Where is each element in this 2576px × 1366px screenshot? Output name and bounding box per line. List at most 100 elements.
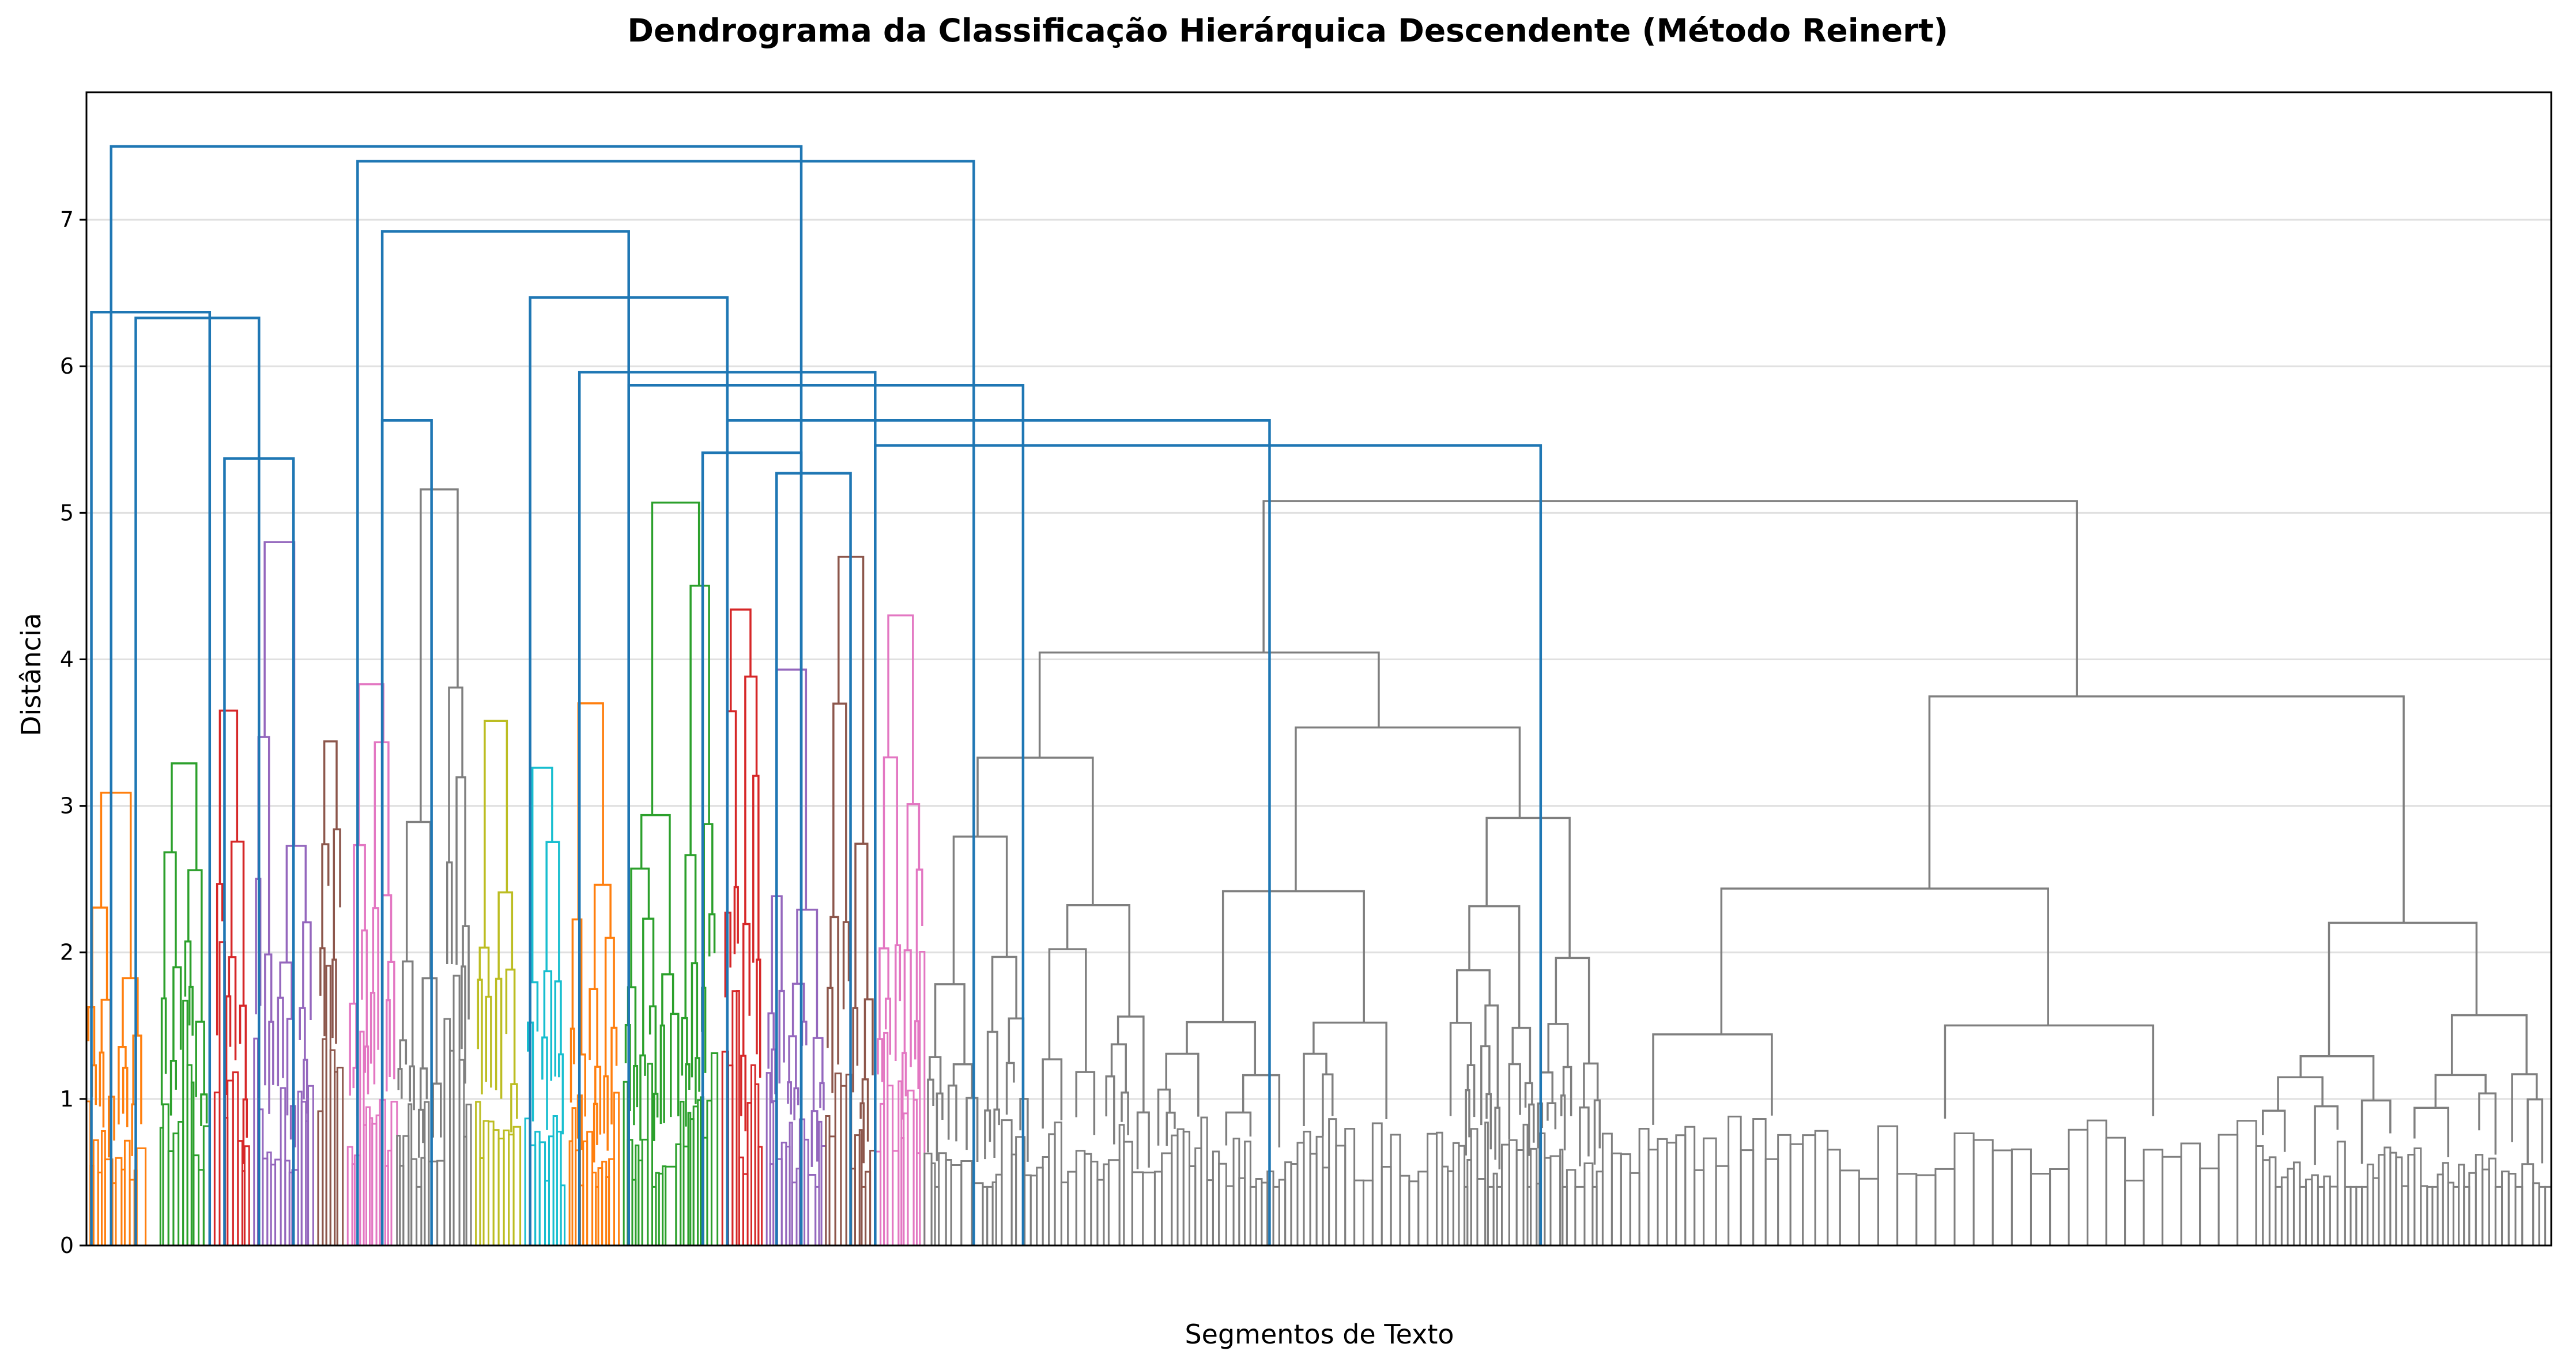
dendrogram-link bbox=[1225, 1111, 1252, 1146]
dendrogram-link bbox=[1468, 905, 1521, 1028]
dendrogram-link bbox=[2514, 1186, 2524, 1245]
dendrogram-link bbox=[1029, 1175, 1038, 1245]
dendrogram-link bbox=[1494, 1107, 1501, 1170]
dendrogram-link bbox=[827, 987, 833, 1093]
dendrogram-link bbox=[1312, 1021, 1387, 1120]
dendrogram-link bbox=[2262, 1109, 2286, 1152]
dendrogram-link bbox=[2262, 1159, 2270, 1245]
dendrogram-link bbox=[1042, 1058, 1063, 1129]
dendrogram-link bbox=[432, 1082, 442, 1138]
dendrogram-link bbox=[610, 1026, 618, 1125]
dendrogram-link bbox=[775, 472, 852, 1245]
dendrogram-link bbox=[630, 867, 650, 988]
dendrogram-link bbox=[560, 1184, 566, 1245]
dendrogram-link bbox=[1466, 1064, 1476, 1117]
dendrogram-link bbox=[336, 1067, 344, 1245]
dendrogram-link bbox=[589, 988, 598, 1067]
dendrogram-link bbox=[321, 843, 330, 949]
dendrogram-link bbox=[740, 1055, 746, 1131]
dendrogram-link bbox=[1295, 726, 1521, 891]
dendrogram-link bbox=[1123, 1141, 1133, 1245]
dendrogram-link bbox=[2532, 1182, 2540, 1245]
dendrogram-link bbox=[243, 1145, 250, 1245]
dendrogram-link bbox=[1694, 1169, 1705, 1245]
dendrogram-link bbox=[1549, 1155, 1562, 1245]
dendrogram-link bbox=[1455, 969, 1491, 1023]
dendrogram-link bbox=[302, 921, 312, 1021]
dendrogram-link bbox=[1362, 1179, 1374, 1245]
dendrogram-link bbox=[902, 1052, 907, 1120]
dendrogram-link bbox=[1752, 1118, 1767, 1245]
dendrogram-link bbox=[1417, 1171, 1429, 1245]
dendrogram-link bbox=[2538, 1186, 2547, 1245]
dendrogram-link bbox=[2488, 1157, 2496, 1245]
dendrogram-link bbox=[1740, 1149, 1755, 1245]
dendrogram-link bbox=[2511, 1073, 2538, 1142]
dendrogram-link bbox=[1953, 1132, 1975, 1245]
dendrogram-link bbox=[701, 451, 803, 1245]
dendrogram-link bbox=[952, 1063, 974, 1098]
dendrogram-link bbox=[2305, 1179, 2313, 1245]
dendrogram-link bbox=[778, 989, 785, 1083]
dendrogram-link bbox=[882, 756, 898, 949]
dendrogram-link bbox=[887, 614, 914, 804]
dendrogram-link bbox=[421, 977, 438, 1084]
dendrogram-link bbox=[99, 1051, 105, 1128]
dendrogram-link bbox=[1225, 1185, 1235, 1245]
dendrogram-link bbox=[465, 1103, 472, 1245]
dendrogram-link bbox=[1934, 1168, 1956, 1245]
dendrogram-link bbox=[960, 1160, 973, 1245]
dendrogram-link bbox=[1839, 1169, 1860, 1245]
dendrogram-link bbox=[874, 444, 1542, 1245]
dendrogram-link bbox=[1206, 1179, 1214, 1245]
dendrogram-link bbox=[1171, 1134, 1179, 1245]
dendrogram-link bbox=[2105, 1137, 2126, 1245]
dendrogram-link bbox=[1188, 1165, 1197, 1245]
dendrogram-link bbox=[1212, 1150, 1220, 1245]
dendrogram-link bbox=[2030, 1172, 2051, 1245]
dendrogram-link bbox=[703, 823, 714, 988]
plot-frame bbox=[85, 91, 2552, 1247]
dendrogram-link bbox=[1992, 1149, 2013, 1245]
dendrogram-link bbox=[2011, 1148, 2032, 1245]
dendrogram-link bbox=[2299, 1055, 2375, 1101]
dendrogram-link bbox=[1284, 1161, 1292, 1245]
dendrogram-link bbox=[323, 740, 338, 845]
dendrogram-link bbox=[569, 1028, 575, 1103]
dendrogram-link bbox=[2292, 1161, 2301, 1245]
dendrogram-link bbox=[285, 845, 307, 963]
dendrogram-link bbox=[2329, 1186, 2339, 1245]
y-axis: 0 1 2 3 4 5 6 7 bbox=[60, 207, 86, 1258]
dendrogram-link bbox=[1176, 1128, 1185, 1245]
dendrogram-link bbox=[2328, 921, 2478, 1056]
dendrogram-link bbox=[1157, 1088, 1171, 1146]
dendrogram-link bbox=[2049, 1168, 2070, 1245]
dendrogram-link bbox=[307, 1085, 314, 1245]
dendrogram-link bbox=[1915, 1174, 1937, 1245]
dendrogram-link bbox=[1764, 1158, 1779, 1245]
dendrogram-link bbox=[478, 946, 490, 997]
y-tick-label: 1 bbox=[60, 1086, 74, 1112]
dendrogram-link bbox=[2526, 1098, 2544, 1164]
dendrogram-link bbox=[1303, 1052, 1327, 1126]
dendrogram-link bbox=[1427, 1132, 1438, 1245]
dendrogram-link bbox=[1084, 1153, 1092, 1245]
dendrogram-link bbox=[497, 891, 514, 979]
dendrogram-link bbox=[2468, 1172, 2477, 1245]
dendrogram-link bbox=[1353, 1179, 1364, 1245]
dendrogram-link bbox=[639, 1054, 646, 1141]
dendrogram-link bbox=[796, 908, 819, 1038]
dendrogram-link bbox=[726, 419, 1271, 1245]
dendrogram-link bbox=[1182, 1131, 1190, 1245]
dendrogram-link bbox=[1218, 1162, 1227, 1245]
dendrogram-link bbox=[135, 1147, 147, 1245]
dendrogram-link bbox=[936, 1092, 944, 1161]
dendrogram-link bbox=[184, 940, 192, 997]
dendrogram-link bbox=[122, 1067, 129, 1127]
dendrogram-link bbox=[952, 836, 1008, 984]
dendrogram-link bbox=[1036, 1166, 1044, 1245]
dendrogram-link bbox=[505, 968, 516, 1085]
dendrogram-link bbox=[757, 1146, 763, 1245]
dendrogram-link bbox=[1789, 1143, 1804, 1245]
dendrogram-link bbox=[742, 923, 751, 1056]
